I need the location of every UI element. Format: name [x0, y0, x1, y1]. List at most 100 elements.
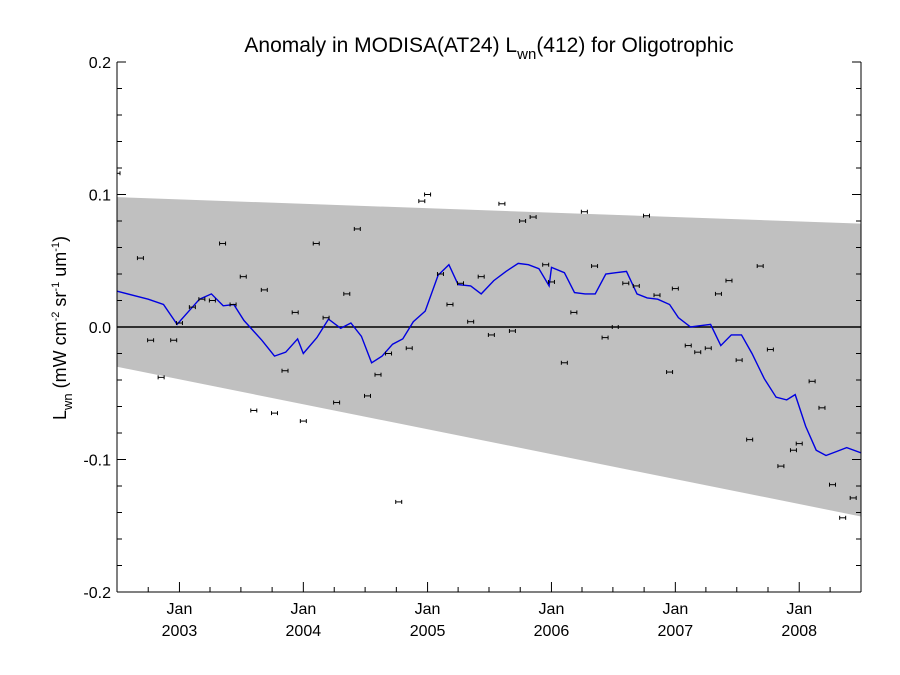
data-point — [136, 256, 144, 261]
data-point — [746, 437, 754, 442]
data-point — [591, 264, 599, 269]
y-axis-label-units-close: ) — [50, 236, 70, 242]
data-point — [735, 358, 743, 363]
data-point — [714, 291, 722, 296]
y-axis-label-units-open: (mW cm — [50, 321, 70, 393]
data-point — [291, 310, 299, 315]
data-point — [333, 400, 341, 405]
data-point — [694, 350, 702, 355]
smoothed-series-line — [117, 262, 861, 457]
x-tick-label-month: Jan — [290, 601, 316, 618]
data-point — [395, 499, 403, 504]
data-point — [250, 408, 258, 413]
data-point — [239, 274, 247, 279]
data-point — [385, 351, 393, 356]
data-point — [487, 332, 495, 337]
data-point — [684, 343, 692, 348]
data-point — [219, 241, 227, 246]
y-axis-label-sub: wn — [60, 393, 75, 411]
data-point — [519, 219, 527, 223]
data-point — [642, 213, 650, 218]
data-point — [795, 441, 803, 446]
data-point — [666, 370, 674, 375]
y-tick-label: 0.2 — [89, 55, 111, 72]
y-tick-label: 0.0 — [89, 320, 111, 337]
data-point — [766, 347, 774, 352]
y-axis-label-sup1: -2 — [50, 312, 62, 322]
data-point — [632, 283, 640, 288]
y-tick-label: -0.2 — [83, 585, 111, 602]
data-point — [312, 241, 320, 246]
data-point — [147, 338, 155, 343]
x-tick-label-month: Jan — [662, 601, 688, 618]
y-axis-label: Lwn (mW cm-2 sr-1 um-1) — [50, 236, 75, 420]
data-point — [353, 226, 361, 231]
axes: 0.2 0.1 0.0 -0.1 -0.2 Jan 2003 Jan 2004 Jan 2005 Ja… — [83, 55, 862, 640]
data-point — [580, 209, 588, 214]
data-point — [725, 278, 733, 283]
data-point — [260, 287, 268, 292]
chart-title: Anomaly in MODISA(AT24) Lwn(412) for Oli… — [244, 34, 733, 63]
x-tick-label-year: 2006 — [534, 623, 570, 640]
data-point — [175, 321, 183, 326]
y-axis-label-main: L — [50, 410, 70, 420]
y-tick-label: -0.1 — [83, 453, 111, 470]
data-point — [170, 338, 178, 343]
y-axis-label-sup3: -1 — [50, 242, 62, 252]
data-point — [229, 302, 237, 307]
y-axis-label-units-mid2: um — [50, 252, 70, 282]
data-point — [424, 192, 432, 197]
x-tick-label-year: 2005 — [410, 623, 446, 640]
data-point — [560, 360, 568, 365]
data-point — [789, 448, 797, 453]
y-axis-label-units-mid: sr — [50, 292, 70, 312]
plot-area — [117, 171, 861, 520]
data-point — [653, 293, 661, 298]
x-tick-label-year: 2008 — [781, 623, 817, 640]
x-tick-label-month: Jan — [539, 601, 565, 618]
data-point — [622, 281, 630, 286]
data-point — [270, 411, 278, 416]
x-tick-label-month: Jan — [415, 601, 441, 618]
confidence-band — [117, 197, 861, 517]
data-point — [508, 328, 516, 333]
data-point — [477, 274, 485, 279]
y-axis-label-sup2: -1 — [50, 282, 62, 292]
y-tick-label: 0.1 — [89, 188, 111, 205]
data-point — [456, 281, 464, 286]
data-point — [529, 215, 537, 220]
plot-clip-group — [117, 171, 861, 520]
data-point — [671, 286, 679, 291]
data-point — [611, 325, 619, 329]
data-point — [446, 302, 454, 307]
data-point — [601, 335, 609, 340]
data-point — [343, 291, 351, 296]
chart-title-subscript: wn — [516, 46, 536, 63]
data-point — [322, 315, 330, 320]
data-point — [839, 515, 847, 520]
chart-title-prefix: Anomaly in MODISA(AT24) L — [244, 34, 517, 57]
x-tick-label-month: Jan — [786, 601, 812, 618]
x-tick-label-year: 2004 — [286, 623, 322, 640]
data-point — [299, 419, 307, 424]
x-tick-label-month: Jan — [167, 601, 193, 618]
data-point — [436, 272, 444, 276]
x-tick-label-year: 2003 — [162, 623, 198, 640]
data-point — [374, 372, 382, 377]
data-point — [208, 298, 216, 303]
data-point — [498, 201, 506, 206]
data-point — [281, 368, 289, 373]
data-point — [808, 379, 816, 384]
data-point — [405, 346, 413, 351]
data-point — [542, 262, 550, 267]
data-point — [777, 464, 785, 469]
data-point — [117, 171, 121, 176]
chart-title-suffix: (412) for Oligotrophic — [536, 34, 733, 57]
data-point — [363, 393, 371, 398]
data-point — [818, 405, 826, 410]
data-point — [188, 305, 196, 310]
data-point — [467, 319, 475, 324]
data-point — [547, 279, 555, 284]
